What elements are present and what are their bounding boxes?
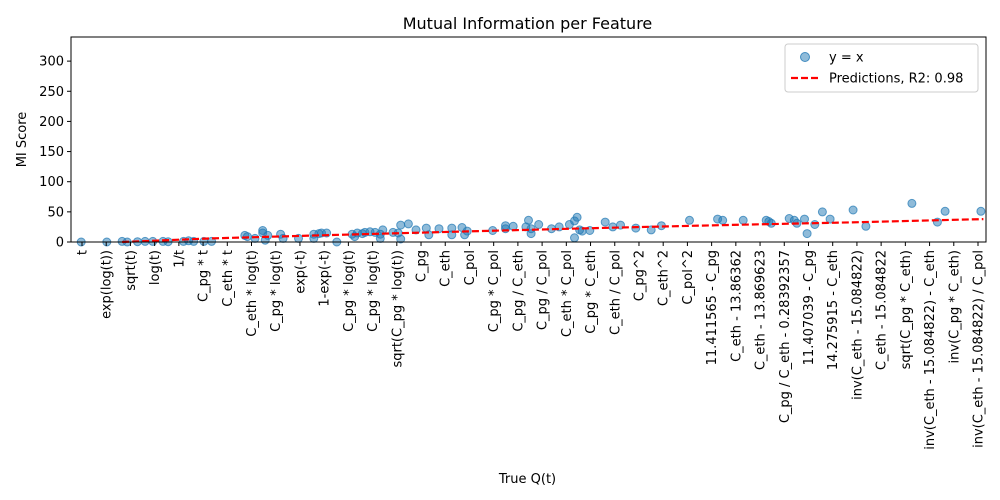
y-tick-label: 0 [56, 236, 64, 251]
x-tick-label: C_eth^2 [657, 250, 672, 306]
scatter-point [534, 220, 544, 229]
x-tick-label: C_eth / C_pol [608, 250, 623, 335]
x-tick-label: exp(-t) [293, 250, 308, 294]
x-tick-label: inv(C_eth - 15.084822) - C_eth [923, 250, 938, 450]
x-tick-label: 1/t [172, 250, 187, 268]
scatter-point [646, 225, 656, 235]
x-axis-label: True Q(t) [498, 472, 556, 487]
scatter-point [810, 220, 820, 229]
x-tick-label: C_eth [439, 250, 454, 287]
scatter-point [907, 198, 917, 208]
scatter-point [976, 206, 986, 216]
scatter-point [685, 215, 694, 225]
x-tick-label: C_pg * C_pol [487, 250, 502, 332]
scatter-point [524, 215, 533, 225]
x-axis: t exp(log(t)) sqrt(t) log(t) 1/t C_pg * t C_et… [76, 242, 987, 450]
x-tick-label: 14.275915 - C_eth [826, 250, 841, 370]
scatter-point [570, 233, 579, 243]
x-tick-label: inv(C_eth - 15.084822) / C_pol [972, 250, 987, 448]
x-tick-label: inv(C_eth - 15.084822) [850, 250, 865, 400]
scatter-point [375, 233, 385, 243]
scatter-point [802, 229, 812, 239]
x-tick-label: C_pg / C_eth - 0.28392357 [778, 250, 793, 423]
legend-marker-scatter [800, 52, 810, 62]
x-tick-label: C_eth - 13.86362 [729, 250, 744, 362]
scatter-point [396, 220, 406, 230]
x-tick-label: t [76, 250, 91, 255]
x-tick-label: C_pg^2 [632, 250, 647, 301]
y-tick-label: 200 [39, 115, 64, 130]
scatter-point [817, 207, 827, 217]
x-tick-label: C_pg * C_eth [584, 250, 599, 334]
x-tick-label: 11.411565 - C_pg [705, 250, 720, 365]
scatter-point [434, 224, 444, 234]
y-tick-label: 250 [39, 85, 64, 100]
plot-frame [70, 36, 987, 243]
x-tick-label: C_pg / C_pol [536, 250, 551, 330]
prediction-line [122, 218, 984, 244]
legend-label-scatter: y = x [829, 51, 864, 66]
x-tick-label: 11.407039 - C_pg [802, 250, 817, 365]
x-tick-label: C_pol [463, 250, 478, 285]
scatter-point [572, 212, 582, 222]
y-tick-label: 300 [39, 55, 64, 70]
scatter-point [600, 217, 610, 227]
x-tick-label: C_pg / C_eth [511, 250, 526, 332]
scatter-point [396, 234, 406, 244]
x-tick-label: C_pg * log(t) [366, 250, 381, 332]
scatter-point [250, 233, 260, 243]
x-tick-label: C_pol^2 [681, 250, 696, 305]
x-tick-label: C_pg * log(t) [269, 250, 284, 332]
x-tick-label: log(t) [148, 250, 163, 285]
x-tick-label: sqrt(C_pg * C_eth) [899, 250, 914, 369]
x-tick-label: C_eth - 13.869623 [754, 250, 769, 370]
x-tick-label: exp(log(t)) [100, 250, 115, 319]
x-tick-label: sqrt(C_pg * log(t)) [390, 250, 405, 368]
chart-title: Mutual Information per Feature [403, 14, 653, 33]
y-tick-label: 100 [39, 175, 64, 190]
x-tick-label: sqrt(t) [124, 250, 139, 291]
y-tick-label: 150 [39, 145, 64, 160]
scatter-point [738, 215, 748, 225]
x-tick-label: C_eth * C_pol [560, 250, 575, 337]
scatter-point [403, 219, 413, 229]
legend-label-line: Predictions, R2: 0.98 [829, 72, 963, 87]
scatter-point [940, 206, 950, 216]
x-tick-label: C_pg * t [197, 250, 212, 302]
x-tick-label: C_eth - 15.084822 [875, 250, 890, 370]
scatter-point [447, 223, 457, 233]
scatter-point [800, 214, 809, 224]
x-tick-label: 1-exp(-t) [318, 250, 333, 307]
scatter-point [848, 205, 858, 215]
y-tick-label: 50 [47, 205, 64, 220]
legend: y = x Predictions, R2: 0.98 [784, 43, 979, 93]
scatter-point [718, 215, 728, 225]
x-tick-label: C_eth * t [221, 250, 236, 307]
scatter-point [861, 221, 871, 231]
x-tick-label: C_pg [415, 250, 430, 282]
y-axis-label: MI Score [15, 112, 30, 168]
x-tick-label: C_eth * log(t) [245, 250, 260, 337]
y-axis: 0 50 100 150 200 250 300 [39, 55, 71, 251]
scatter-point [825, 214, 835, 224]
legend-frame [784, 43, 979, 93]
x-tick-label: C_pg * log(t) [342, 250, 357, 332]
x-tick-label: inv(C_pg * C_eth) [947, 250, 962, 363]
